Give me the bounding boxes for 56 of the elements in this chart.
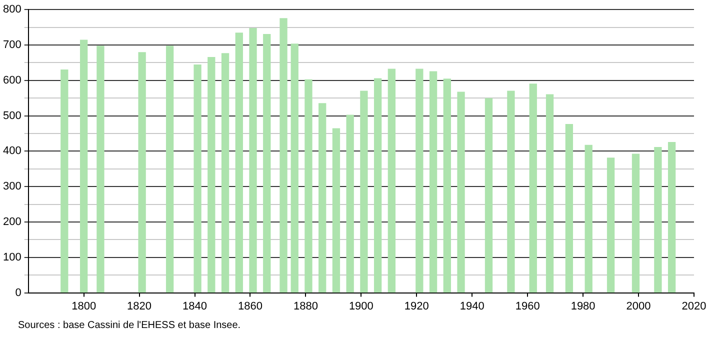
- bar: [529, 84, 537, 293]
- bar: [546, 94, 554, 293]
- bar: [290, 44, 298, 293]
- x-tick-label: 2000: [626, 300, 651, 312]
- bar: [249, 28, 257, 293]
- bar: [668, 142, 676, 293]
- bar: [457, 92, 465, 293]
- y-tick-label: 300: [2, 180, 22, 193]
- x-tick-label: 1880: [293, 300, 318, 312]
- y-tick-label: 500: [2, 110, 22, 122]
- y-tick-label: 600: [2, 74, 22, 86]
- bar: [429, 71, 438, 293]
- bar: [208, 57, 216, 293]
- y-tick-label: 800: [2, 4, 22, 16]
- x-tick-label: 1840: [182, 300, 208, 312]
- bar: [388, 68, 396, 293]
- y-tick-label: 400: [2, 145, 22, 158]
- bar: [263, 34, 271, 293]
- x-tick-label: 1960: [515, 300, 540, 312]
- bar: [318, 103, 326, 293]
- x-tick-label: 1800: [72, 300, 96, 312]
- bar: [374, 78, 382, 293]
- bar: [235, 32, 243, 293]
- x-tick-label: 1900: [348, 300, 374, 312]
- source-note: Sources : base Cassini de l'EHESS et base Insee.: [18, 320, 242, 331]
- y-tick-label: 100: [2, 251, 22, 264]
- bar: [332, 128, 340, 293]
- bar: [443, 78, 451, 293]
- bar: [138, 52, 146, 293]
- bar: [654, 146, 662, 293]
- bar: [360, 90, 368, 293]
- bar: [632, 154, 640, 293]
- bar: [304, 79, 312, 293]
- bar: [346, 114, 354, 293]
- y-tick-label: 0: [15, 286, 22, 299]
- y-tick-label: 200: [2, 216, 22, 228]
- bar: [60, 69, 68, 293]
- x-tick-label: 1920: [404, 300, 429, 312]
- bar: [80, 40, 88, 293]
- bar: [194, 64, 202, 293]
- bar: [606, 158, 615, 293]
- bar: [221, 53, 230, 293]
- y-tick-label: 700: [2, 39, 22, 52]
- bar: [166, 46, 174, 293]
- bar: [507, 90, 515, 293]
- bar: [416, 68, 424, 293]
- bar: [96, 46, 104, 293]
- x-tick-label: 1980: [570, 300, 596, 312]
- bar: [565, 124, 574, 293]
- bar: [280, 18, 288, 293]
- x-tick-label: 1860: [238, 300, 262, 312]
- bar: [484, 98, 493, 293]
- x-tick-label: 1820: [127, 300, 152, 312]
- x-tick-label: 2020: [682, 300, 706, 312]
- bar: [584, 144, 592, 293]
- x-tick-label: 1940: [460, 300, 484, 312]
